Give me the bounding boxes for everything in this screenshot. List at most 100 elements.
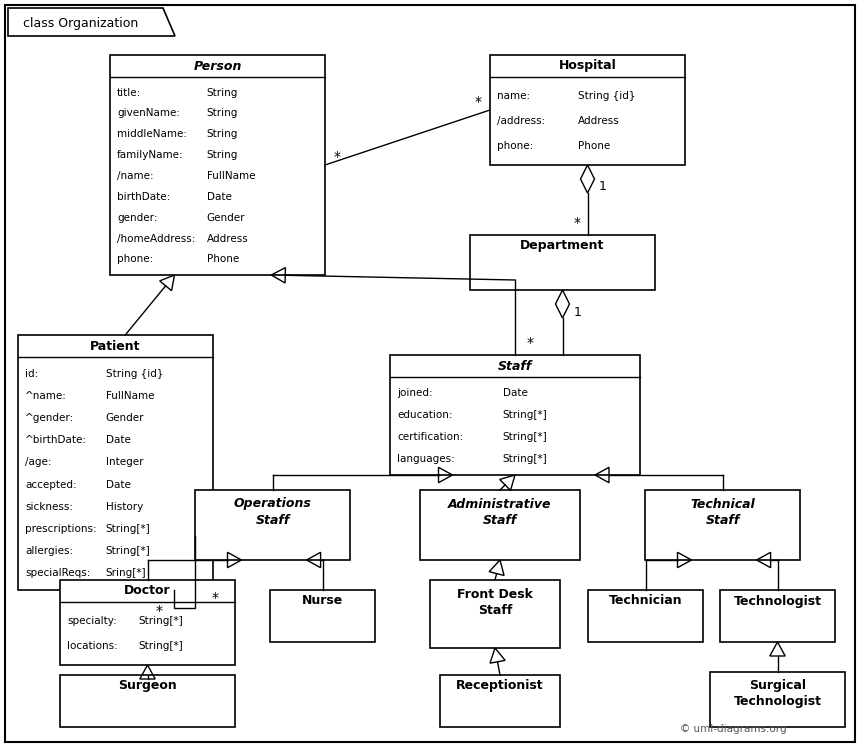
Text: Address: Address xyxy=(206,234,249,244)
FancyBboxPatch shape xyxy=(420,490,580,560)
Text: Gender: Gender xyxy=(106,413,144,423)
Text: Address: Address xyxy=(578,116,619,126)
Text: String[*]: String[*] xyxy=(106,546,150,557)
Text: History: History xyxy=(106,502,143,512)
Text: Gender: Gender xyxy=(206,213,245,223)
Text: ^name:: ^name: xyxy=(25,391,67,401)
Text: education:: education: xyxy=(397,410,452,420)
Text: Person: Person xyxy=(194,60,242,72)
Text: accepted:: accepted: xyxy=(25,480,77,489)
FancyBboxPatch shape xyxy=(60,580,235,665)
FancyBboxPatch shape xyxy=(588,590,703,642)
FancyBboxPatch shape xyxy=(470,235,655,290)
Text: *: * xyxy=(156,604,163,618)
Text: Technician: Technician xyxy=(609,595,682,607)
Text: Phone: Phone xyxy=(206,255,239,264)
Text: ^birthDate:: ^birthDate: xyxy=(25,436,87,445)
FancyBboxPatch shape xyxy=(270,590,375,642)
Text: gender:: gender: xyxy=(117,213,157,223)
Text: name:: name: xyxy=(497,91,530,101)
Text: String[*]: String[*] xyxy=(138,616,183,626)
FancyBboxPatch shape xyxy=(60,675,235,727)
Text: title:: title: xyxy=(117,87,141,98)
Text: Surgeon: Surgeon xyxy=(118,680,177,692)
Text: Hospital: Hospital xyxy=(559,60,617,72)
Text: *: * xyxy=(475,95,482,109)
FancyBboxPatch shape xyxy=(18,335,213,590)
Text: Date: Date xyxy=(206,192,231,202)
Text: middleName:: middleName: xyxy=(117,129,187,140)
Text: 1: 1 xyxy=(599,181,606,193)
Text: String {id}: String {id} xyxy=(578,91,636,101)
Text: phone:: phone: xyxy=(497,141,533,151)
Text: id:: id: xyxy=(25,368,38,379)
Text: Nurse: Nurse xyxy=(302,595,343,607)
Text: Operations
Staff: Operations Staff xyxy=(234,498,311,527)
Text: FullName: FullName xyxy=(206,171,255,181)
Text: Doctor: Doctor xyxy=(124,584,171,598)
Text: sickness:: sickness: xyxy=(25,502,73,512)
FancyBboxPatch shape xyxy=(5,5,855,742)
Text: ^gender:: ^gender: xyxy=(25,413,74,423)
Text: /address:: /address: xyxy=(497,116,545,126)
Text: Sring[*]: Sring[*] xyxy=(106,568,146,578)
Text: FullName: FullName xyxy=(106,391,154,401)
FancyBboxPatch shape xyxy=(440,675,560,727)
Text: String: String xyxy=(206,150,238,160)
Text: prescriptions:: prescriptions: xyxy=(25,524,96,534)
FancyBboxPatch shape xyxy=(430,580,560,648)
Text: /age:: /age: xyxy=(25,457,52,468)
FancyBboxPatch shape xyxy=(490,55,685,165)
FancyBboxPatch shape xyxy=(710,672,845,727)
Text: Staff: Staff xyxy=(498,359,532,373)
Text: *: * xyxy=(334,150,341,164)
Text: String[*]: String[*] xyxy=(106,524,150,534)
Text: Administrative
Staff: Administrative Staff xyxy=(448,498,552,527)
FancyBboxPatch shape xyxy=(195,490,350,560)
Text: specialty:: specialty: xyxy=(67,616,117,626)
Text: *: * xyxy=(574,216,581,230)
Text: languages:: languages: xyxy=(397,453,455,464)
Text: Receptionist: Receptionist xyxy=(456,680,544,692)
Text: Patient: Patient xyxy=(90,339,141,353)
Text: familyName:: familyName: xyxy=(117,150,184,160)
FancyBboxPatch shape xyxy=(720,590,835,642)
Text: Technical
Staff: Technical Staff xyxy=(690,498,755,527)
Text: phone:: phone: xyxy=(117,255,153,264)
Text: Technologist: Technologist xyxy=(734,595,821,607)
Text: /name:: /name: xyxy=(117,171,154,181)
Text: String[*]: String[*] xyxy=(138,641,183,651)
Text: Phone: Phone xyxy=(578,141,610,151)
Text: String[*]: String[*] xyxy=(502,432,547,442)
Text: Front Desk
Staff: Front Desk Staff xyxy=(457,587,533,616)
Text: Department: Department xyxy=(520,240,605,252)
Text: String[*]: String[*] xyxy=(502,453,547,464)
Text: String: String xyxy=(206,108,238,119)
Text: *: * xyxy=(526,336,533,350)
FancyBboxPatch shape xyxy=(645,490,800,560)
Text: joined:: joined: xyxy=(397,388,433,398)
Polygon shape xyxy=(8,8,175,36)
Text: © uml-diagrams.org: © uml-diagrams.org xyxy=(680,724,787,734)
Text: specialReqs:: specialReqs: xyxy=(25,568,90,578)
Text: *: * xyxy=(212,591,218,605)
Text: certification:: certification: xyxy=(397,432,464,442)
Text: String[*]: String[*] xyxy=(502,410,547,420)
Text: String: String xyxy=(206,87,238,98)
Text: allergies:: allergies: xyxy=(25,546,73,557)
Text: 1: 1 xyxy=(574,306,581,318)
Text: String {id}: String {id} xyxy=(106,368,163,379)
Text: String: String xyxy=(206,129,238,140)
FancyBboxPatch shape xyxy=(110,55,325,275)
Text: Integer: Integer xyxy=(106,457,144,468)
Text: Date: Date xyxy=(106,480,131,489)
Text: /homeAddress:: /homeAddress: xyxy=(117,234,195,244)
Text: Date: Date xyxy=(106,436,131,445)
FancyBboxPatch shape xyxy=(390,355,640,475)
Text: class Organization: class Organization xyxy=(23,16,138,29)
Text: Surgical
Technologist: Surgical Technologist xyxy=(734,680,821,708)
Text: birthDate:: birthDate: xyxy=(117,192,170,202)
Text: givenName:: givenName: xyxy=(117,108,180,119)
Text: Date: Date xyxy=(502,388,527,398)
Text: locations:: locations: xyxy=(67,641,118,651)
